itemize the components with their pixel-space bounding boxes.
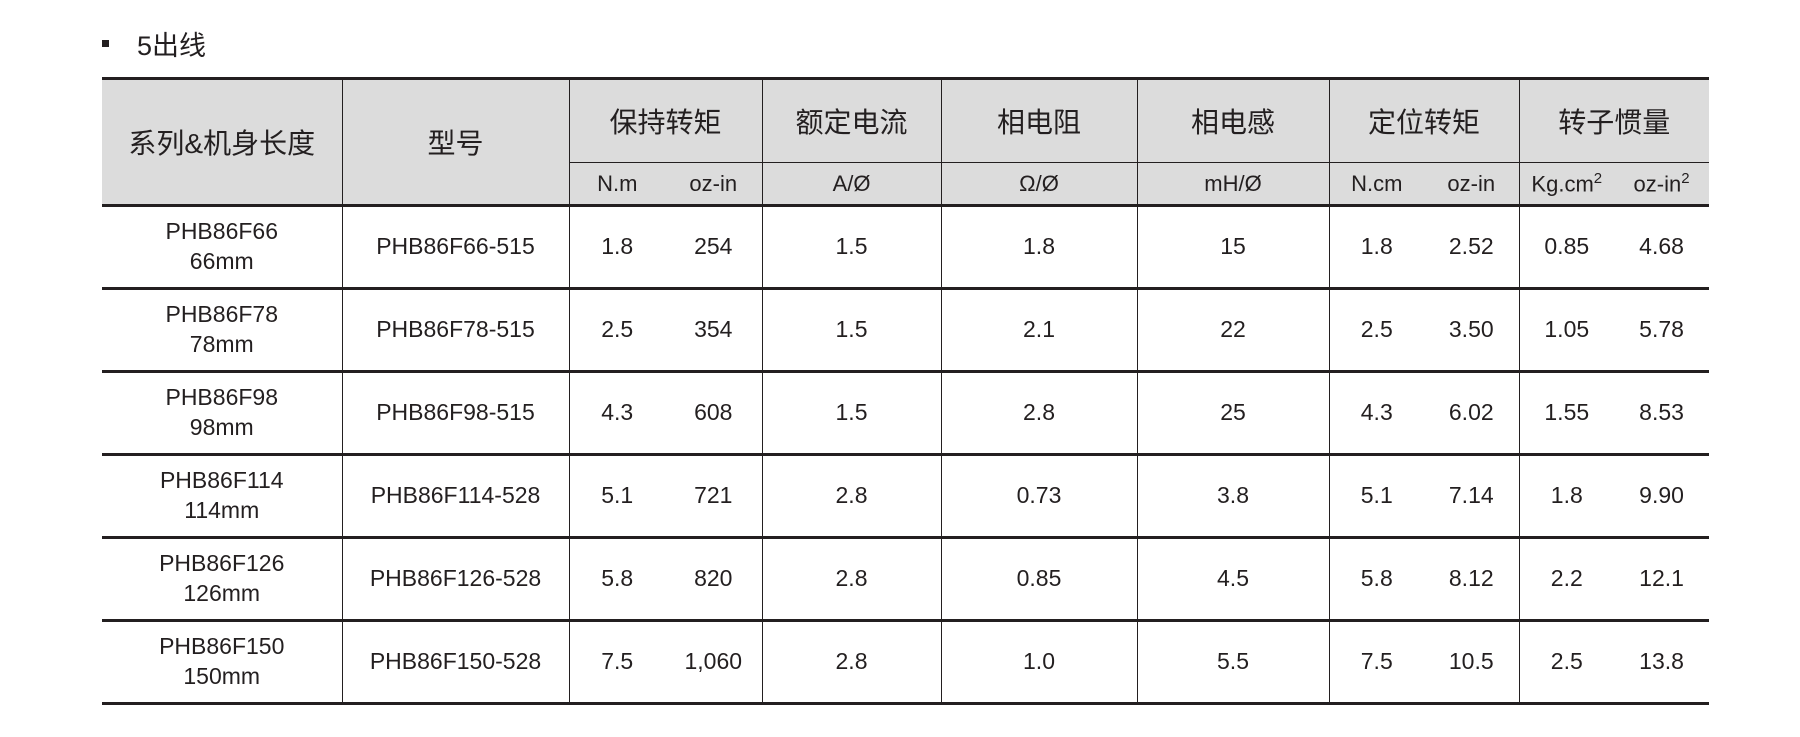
cell-ht-nm: 5.8	[568, 537, 665, 622]
cell-inductance: 22	[1136, 288, 1330, 373]
cell-ht-oz: 1,060	[665, 620, 763, 705]
cell-current: 1.5	[761, 205, 942, 290]
cell-inductance: 3.8	[1136, 454, 1330, 539]
section-title: 5出线	[102, 24, 206, 63]
header-phase-resistance: 相电阻	[940, 77, 1138, 163]
table-row: PHB86F126 126mm PHB86F126-528 5.8 820 2.8 0.85…	[102, 537, 1710, 622]
unit-row: N.m oz-in A/Ø Ω/Ø mH/Ø N.cm oz-in Kg.cm2…	[102, 162, 1710, 207]
cell-dt-oz: 2.52	[1424, 205, 1520, 290]
header-phase-inductance: 相电感	[1136, 77, 1330, 163]
cell-inductance: 5.5	[1136, 620, 1330, 705]
cell-dt-ncm: 4.3	[1328, 371, 1425, 456]
cell-current: 2.8	[761, 620, 942, 705]
cell-ht-oz: 608	[665, 371, 763, 456]
header-holding-torque: 保持转矩	[568, 77, 763, 163]
cell-ri-oz: 5.78	[1614, 288, 1710, 373]
cell-current: 2.8	[761, 537, 942, 622]
cell-dt-ncm: 1.8	[1328, 205, 1425, 290]
cell-resistance: 2.8	[940, 371, 1138, 456]
header-model: 型号	[341, 77, 570, 207]
header-detent-torque: 定位转矩	[1328, 77, 1520, 163]
bullet-icon	[102, 40, 109, 47]
cell-ri-oz: 12.1	[1614, 537, 1710, 622]
table-row: PHB86F98 98mm PHB86F98-515 4.3 608 1.5 2.8 25 4.…	[102, 371, 1710, 456]
cell-series: PHB86F78 78mm	[102, 288, 343, 373]
unit-ozin: oz-in	[665, 162, 763, 207]
cell-ri-kg: 0.85	[1518, 205, 1615, 290]
cell-ri-oz: 8.53	[1614, 371, 1710, 456]
cell-dt-oz: 3.50	[1424, 288, 1520, 373]
table-row: PHB86F78 78mm PHB86F78-515 2.5 354 1.5 2.1 22 2.…	[102, 288, 1710, 373]
table-row: PHB86F66 66mm PHB86F66-515 1.8 254 1.5 1.8 15 1.…	[102, 205, 1710, 290]
cell-dt-oz: 10.5	[1424, 620, 1520, 705]
unit-nm: N.m	[569, 162, 665, 207]
cell-dt-oz: 6.02	[1424, 371, 1520, 456]
cell-dt-ncm: 5.1	[1328, 454, 1425, 539]
cell-current: 2.8	[761, 454, 942, 539]
cell-model: PHB86F114-528	[341, 454, 570, 539]
header-row: 系列&机身长度 型号 保持转矩 额定电流 相电阻 相电感 定位转矩 转子惯量	[102, 77, 1710, 207]
cell-inductance: 4.5	[1136, 537, 1330, 622]
header-rated-current: 额定电流	[761, 77, 942, 163]
cell-ht-nm: 4.3	[568, 371, 665, 456]
cell-series: PHB86F98 98mm	[102, 371, 343, 456]
unit-ozin2: oz-in2	[1614, 162, 1710, 207]
cell-series: PHB86F66 66mm	[102, 205, 343, 290]
cell-ht-oz: 254	[665, 205, 763, 290]
cell-model: PHB86F66-515	[341, 205, 570, 290]
table-row: PHB86F114 114mm PHB86F114-528 5.1 721 2.8 0.73…	[102, 454, 1710, 539]
cell-ri-kg: 2.5	[1518, 620, 1615, 705]
cell-ht-nm: 7.5	[568, 620, 665, 705]
cell-ri-oz: 9.90	[1614, 454, 1710, 539]
cell-resistance: 2.1	[940, 288, 1138, 373]
section-title-text: 5出线	[137, 31, 207, 61]
cell-ht-oz: 721	[665, 454, 763, 539]
cell-model: PHB86F78-515	[341, 288, 570, 373]
cell-ht-nm: 1.8	[568, 205, 665, 290]
spec-table: 系列&机身长度 型号 保持转矩 额定电流 相电阻 相电感 定位转矩 转子惯量 N…	[102, 77, 1710, 705]
header-series-length: 系列&机身长度	[102, 77, 343, 207]
header-rotor-inertia: 转子惯量	[1518, 77, 1710, 163]
cell-current: 1.5	[761, 371, 942, 456]
cell-dt-ncm: 5.8	[1328, 537, 1425, 622]
unit-kgcm2: Kg.cm2	[1518, 162, 1615, 207]
cell-ri-oz: 13.8	[1614, 620, 1710, 705]
cell-ht-nm: 2.5	[568, 288, 665, 373]
cell-ht-nm: 5.1	[568, 454, 665, 539]
cell-dt-oz: 7.14	[1424, 454, 1520, 539]
cell-ri-kg: 1.55	[1518, 371, 1615, 456]
cell-current: 1.5	[761, 288, 942, 373]
table-row: PHB86F150 150mm PHB86F150-528 7.5 1,060 2.8 1.…	[102, 620, 1710, 705]
cell-model: PHB86F150-528	[341, 620, 570, 705]
unit-ozin-detent: oz-in	[1424, 162, 1520, 207]
unit-resistance: Ω/Ø	[940, 162, 1138, 207]
cell-ht-oz: 354	[665, 288, 763, 373]
unit-current: A/Ø	[761, 162, 942, 207]
unit-ncm: N.cm	[1328, 162, 1425, 207]
cell-dt-ncm: 7.5	[1328, 620, 1425, 705]
cell-model: PHB86F126-528	[341, 537, 570, 622]
cell-ri-oz: 4.68	[1614, 205, 1710, 290]
cell-series: PHB86F114 114mm	[102, 454, 343, 539]
cell-resistance: 1.8	[940, 205, 1138, 290]
cell-resistance: 1.0	[940, 620, 1138, 705]
cell-inductance: 25	[1136, 371, 1330, 456]
cell-resistance: 0.85	[940, 537, 1138, 622]
cell-ht-oz: 820	[665, 537, 763, 622]
cell-ri-kg: 1.8	[1518, 454, 1615, 539]
cell-ri-kg: 2.2	[1518, 537, 1615, 622]
cell-dt-oz: 8.12	[1424, 537, 1520, 622]
cell-series: PHB86F150 150mm	[102, 620, 343, 705]
cell-resistance: 0.73	[940, 454, 1138, 539]
cell-dt-ncm: 2.5	[1328, 288, 1425, 373]
cell-inductance: 15	[1136, 205, 1330, 290]
cell-series: PHB86F126 126mm	[102, 537, 343, 622]
unit-inductance: mH/Ø	[1136, 162, 1330, 207]
cell-model: PHB86F98-515	[341, 371, 570, 456]
cell-ri-kg: 1.05	[1518, 288, 1615, 373]
